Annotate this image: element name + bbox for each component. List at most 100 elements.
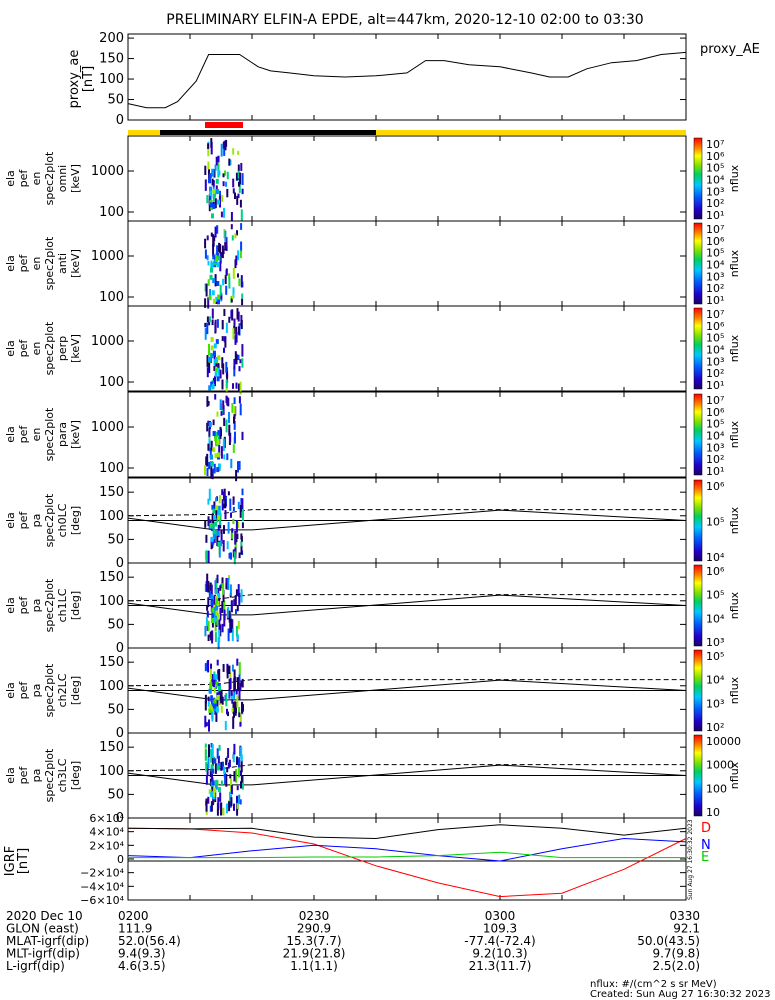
ae-tick-label: 200	[99, 31, 124, 46]
en_para-cbar-unit: nflux	[728, 420, 741, 448]
ephemeris-footer: 2020 Dec 10 0200 0230 0300 0330 GLON (east) 11…	[6, 909, 700, 973]
pa_ch1-pixel	[208, 584, 211, 599]
pa_ch1-pixel	[211, 630, 214, 640]
pa_ch3-pixel	[214, 784, 218, 790]
pa_ch1-pixel	[237, 584, 240, 597]
pa_ch3-pixel	[233, 743, 236, 755]
pa_ch3-pixel	[240, 759, 243, 773]
en_para-pixel	[218, 445, 221, 457]
en_perp-pixel	[211, 319, 214, 326]
en_anti-pixel	[219, 284, 222, 296]
en_anti-pixel	[219, 261, 222, 272]
en_perp-cbar-tick: 10⁴	[706, 344, 725, 357]
en_perp-pixel	[204, 322, 207, 328]
en_omni-pixel	[236, 195, 239, 205]
pa_ch1-pixel	[217, 637, 220, 650]
pa_ch0-pixel	[229, 498, 232, 511]
en_perp-pixel	[208, 316, 211, 323]
region-bar-yellow-right	[376, 130, 686, 135]
en_anti-pixel	[236, 230, 238, 236]
en_perp-cbar-tick: 10³	[706, 355, 724, 368]
pa_ch0-pixel	[215, 497, 217, 502]
pa_ch3-pixel	[235, 769, 237, 783]
pa_ch0-pixel	[211, 504, 215, 510]
en_perp-pixel	[213, 366, 216, 371]
en_anti-pixel	[217, 294, 221, 300]
pa_ch3-pixel	[223, 766, 226, 774]
pa_ch1-tick-label: 50	[107, 617, 124, 632]
region-bar-yellow-left	[128, 130, 160, 135]
pa_ch1-pixel	[234, 597, 237, 606]
pa_ch1-pixel	[207, 634, 210, 641]
pa_ch3-pixel	[217, 787, 221, 793]
en_perp-pixel	[222, 363, 225, 375]
pa_ch2-pixel	[231, 707, 234, 713]
pa_ch0-tick-label: 50	[107, 532, 124, 547]
en_anti-pixel	[209, 289, 212, 298]
pa_ch2-pixel	[204, 701, 207, 711]
pa_ch0-pixel	[215, 509, 218, 519]
pa_ch3-pixel	[222, 807, 225, 816]
en_omni-pixel	[208, 169, 210, 176]
igrf-series-total	[127, 824, 687, 840]
footer-row-value: 0300	[485, 909, 516, 923]
en_para-ylabel-part: ela	[4, 426, 17, 443]
pa_ch2-pixel	[204, 694, 207, 704]
footer-row-label: MLAT-igrf(dip)	[6, 934, 89, 948]
pa_ch2-pixel	[233, 689, 236, 699]
pa_ch2-pixel	[236, 695, 239, 708]
pa_ch3-pixel	[211, 786, 214, 796]
pa_ch0-tick-label: 100	[99, 509, 124, 524]
en_para-pixel	[212, 431, 216, 436]
en_omni-pixel	[209, 186, 212, 192]
en_para-pixel	[209, 454, 213, 460]
pa_ch0-pixel	[211, 527, 214, 531]
en_para-pixel	[220, 446, 223, 459]
en_anti-cbar-tick: 10⁶	[706, 235, 725, 248]
pa_ch0-pixel	[230, 552, 232, 560]
pa_ch3-pixel	[241, 776, 244, 790]
pa_ch0-pixel	[213, 514, 217, 520]
en_para-pixel	[207, 401, 210, 406]
en_anti-pixel	[234, 233, 237, 239]
en_anti-pixel	[210, 267, 213, 273]
en_para-ylabel-part: para	[56, 422, 69, 447]
pa_ch0-pixel	[227, 521, 230, 534]
en_anti-pixel	[211, 290, 215, 296]
en_perp-pixel	[233, 358, 236, 370]
en_anti-ylabel-part: spec2plot	[43, 236, 56, 290]
pa_ch2-pixel	[211, 710, 214, 722]
pa_ch0-pixel	[237, 501, 240, 510]
pa_ch1-pixel	[227, 628, 230, 642]
pa_ch3-pixel	[212, 791, 216, 797]
en_perp-pixel	[212, 377, 215, 383]
en_omni-pixel	[217, 170, 221, 176]
pa_ch1-pixel	[231, 628, 234, 642]
pa_ch2-pixel	[232, 716, 235, 729]
pa_ch1-pixel	[215, 605, 219, 611]
pa_ch2-pixel	[236, 658, 239, 666]
pa_ch2-pixel	[207, 697, 210, 707]
en_omni-pixel	[213, 169, 216, 178]
igrf-tick-label: 2×10⁴	[89, 839, 124, 852]
igrf-ylabel-1: IGRF	[3, 846, 18, 876]
en_para-pixel	[218, 466, 221, 472]
en_para-pixel	[239, 403, 242, 416]
en_para-pixel	[233, 420, 236, 430]
pa_ch1-tick-label: 0	[116, 641, 124, 656]
en_perp-pixel	[232, 328, 235, 340]
pa_ch3-pixel	[232, 751, 235, 763]
pa_ch0-ylabel-part: ch0LC	[56, 503, 69, 537]
pa_ch0-pixel	[217, 510, 221, 516]
pa_ch2-pixel	[204, 715, 207, 728]
en_omni-ylabel-part: omni	[56, 165, 69, 192]
pa_ch2-pixel	[215, 710, 218, 722]
en_omni-pixel	[226, 171, 229, 180]
en_para-pixel	[216, 452, 220, 458]
pa_ch3-tick-label: 0	[116, 811, 124, 826]
pa_ch1-pixel	[213, 617, 217, 623]
pa_ch0-pixel	[240, 544, 243, 555]
pa_ch1-pixel	[213, 595, 216, 608]
pa_ch3-colorbar	[693, 734, 703, 817]
pa_ch2-loss-cone-line	[127, 679, 687, 701]
